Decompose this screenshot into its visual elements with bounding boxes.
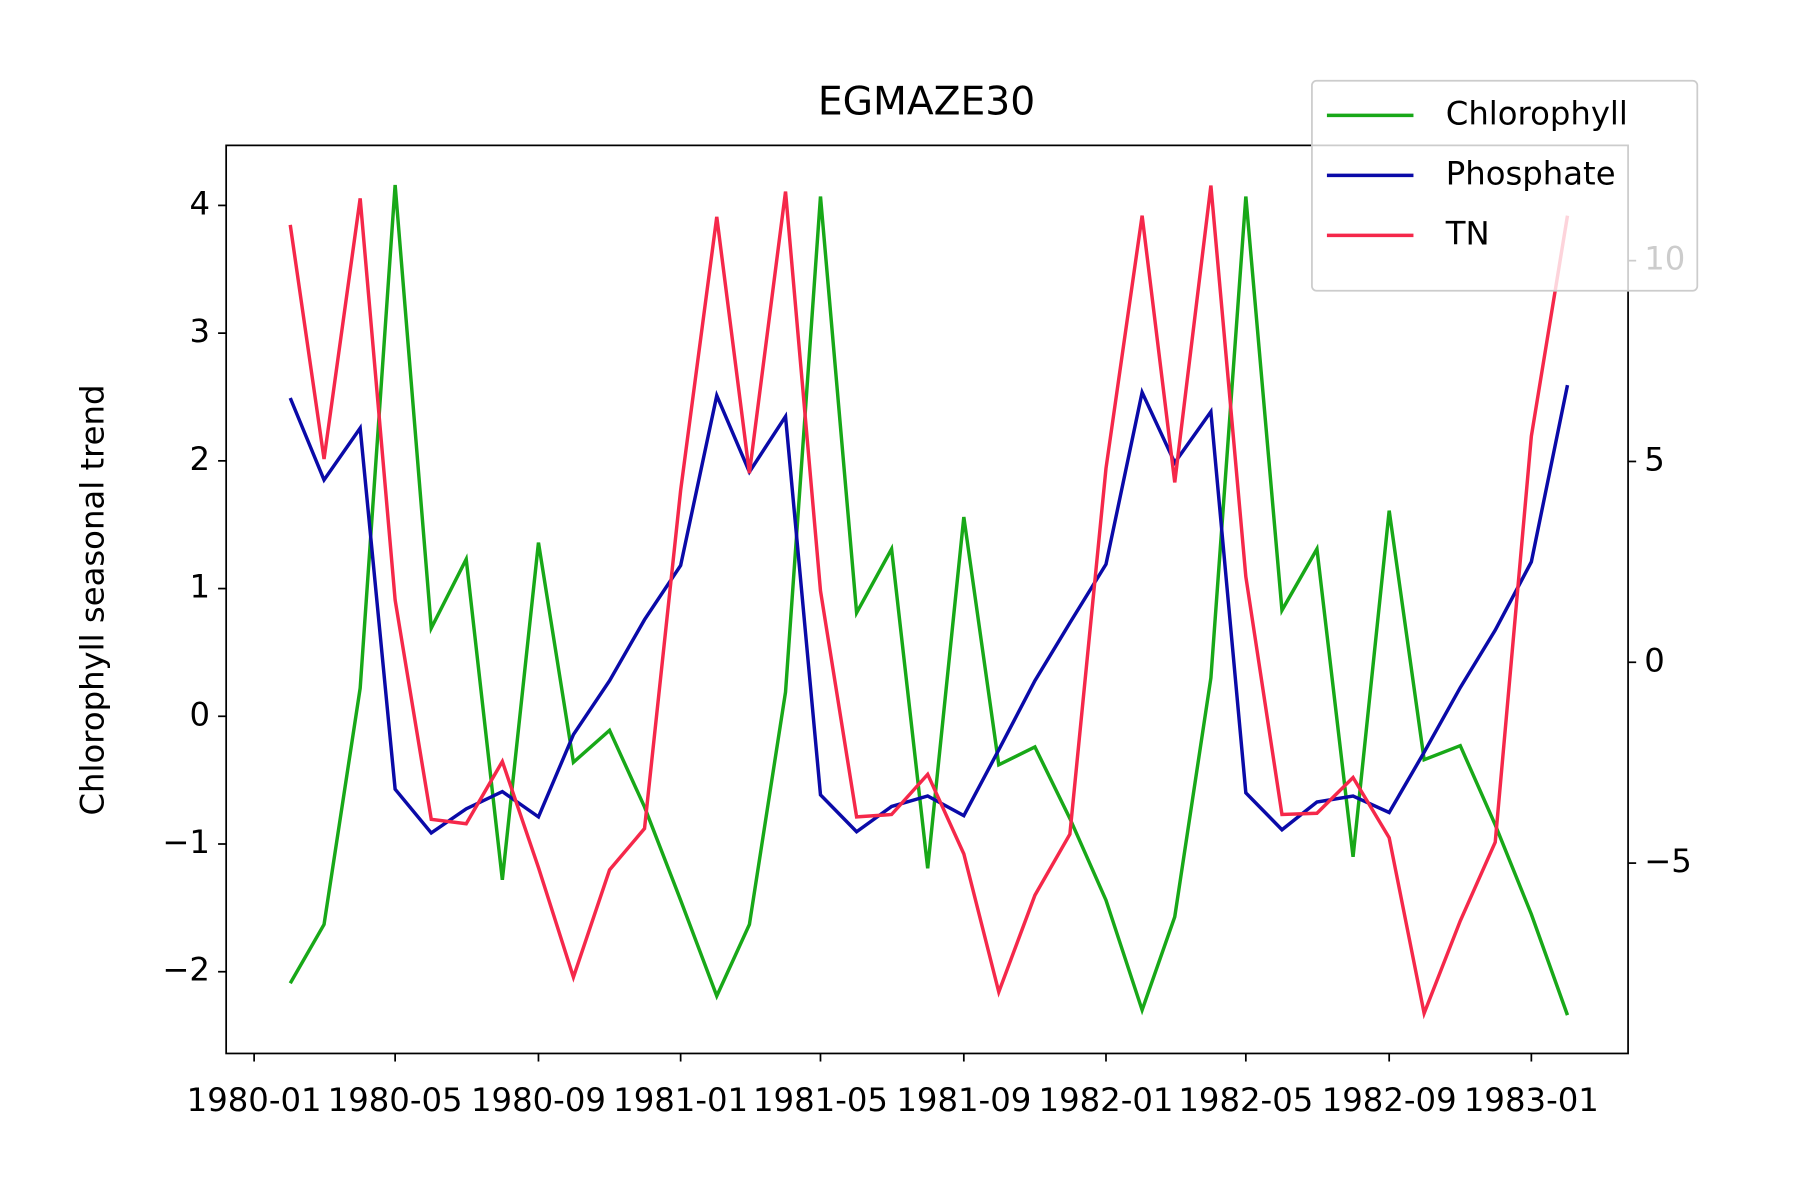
x-tick-label: 1980-01 [187,1081,322,1119]
x-tick-label: 1982-01 [1039,1081,1174,1119]
x-tick-label: 1982-05 [1178,1081,1313,1119]
x-tick-label: 1980-05 [328,1081,463,1119]
series-line [288,384,1570,836]
x-tick-label: 1981-05 [753,1081,888,1119]
y-tick-label: −2 [162,951,210,989]
plot-frame [225,144,1629,1055]
y2-tick-label: −5 [1644,842,1692,880]
x-tick-label: 1980-09 [471,1081,606,1119]
x-tick-label: 1982-09 [1322,1081,1457,1119]
x-tick-label: 1981-01 [613,1081,748,1119]
y2-tick-label: 0 [1644,641,1665,679]
chart-title: EGMAZE30 [818,79,1035,124]
y-axis-label: Chlorophyll seasonal trend [74,384,112,815]
legend-label: Phosphate [1446,154,1616,192]
series-line [288,184,1570,1016]
y-tick-label: 0 [189,695,210,733]
y-tick-label: 2 [189,440,210,478]
y-tick-label: 3 [189,312,210,350]
legend-label: Chlorophyll [1446,94,1628,132]
x-tick-label: 1983-01 [1464,1081,1599,1119]
y-tick-label: 4 [189,184,210,222]
legend-label: TN [1445,214,1490,252]
legend-box [1311,79,1699,292]
y-tick-label: 1 [189,568,210,606]
y2-tick-label: 5 [1644,440,1665,478]
x-tick-label: 1981-09 [896,1081,1031,1119]
y-tick-label: −1 [162,823,210,861]
series-line [288,185,1570,1020]
